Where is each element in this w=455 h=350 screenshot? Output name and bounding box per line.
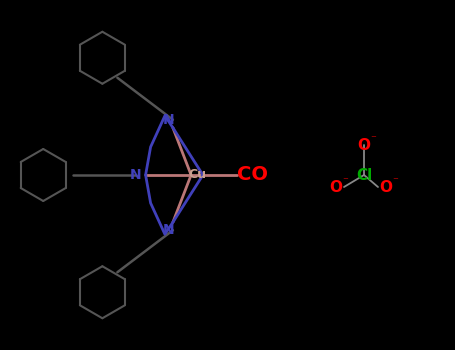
Text: CO: CO — [237, 166, 268, 184]
Text: ⁻: ⁻ — [342, 176, 348, 186]
Text: Cl: Cl — [356, 168, 372, 182]
Text: O: O — [379, 180, 393, 195]
Text: N: N — [130, 168, 142, 182]
Text: O: O — [329, 180, 343, 195]
Text: O: O — [358, 138, 370, 153]
Text: N: N — [163, 113, 175, 127]
Text: ⁻: ⁻ — [370, 134, 376, 144]
Text: N: N — [163, 223, 175, 237]
Text: Cu: Cu — [188, 168, 206, 182]
Text: ⁻: ⁻ — [392, 176, 398, 186]
